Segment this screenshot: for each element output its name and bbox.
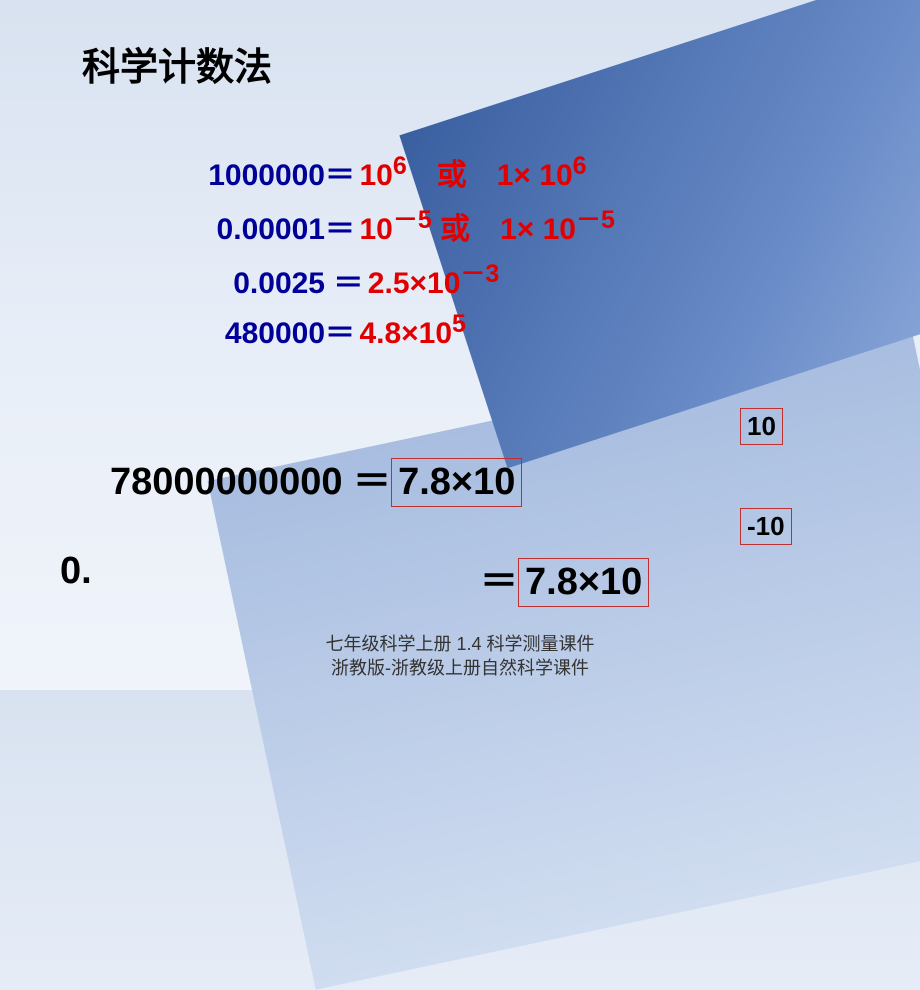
equals-sign: ＝ — [325, 267, 363, 300]
examples-block: 1000000＝ 106 或 1× 106 0.00001＝ 10－5 或 1×… — [150, 150, 615, 358]
example-rhs: 106 或 1× 106 — [359, 159, 586, 192]
equals-sign: ＝ — [480, 561, 518, 603]
equals-sign: ＝ — [325, 213, 355, 246]
equals-sign: ＝ — [325, 317, 355, 350]
big-equation-1: 78000000000 ＝7.8×10 — [110, 450, 522, 507]
example-row: 1000000＝ 106 或 1× 106 — [150, 150, 615, 194]
example-rhs: 10－5 或 1× 10－5 — [359, 213, 614, 246]
footer-line-2: 浙教版-浙教级上册自然科学课件 — [0, 657, 920, 680]
big-lhs: 78000000000 — [110, 461, 342, 503]
slide-content: 科学计数法 1000000＝ 106 或 1× 106 0.00001＝ 10－… — [0, 0, 920, 690]
big-equation-2: ＝7.8×10 — [480, 550, 649, 607]
equals-sign: ＝ — [325, 159, 355, 192]
exponent-box-2: -10 — [740, 508, 792, 545]
slide-footer: 七年级科学上册 1.4 科学测量课件 浙教版-浙教级上册自然科学课件 — [0, 633, 920, 680]
example-row: 0.0025 ＝ 2.5×10－3 — [150, 254, 615, 302]
example-lhs: 480000 — [150, 317, 325, 351]
example-lhs: 1000000 — [150, 159, 325, 193]
boxed-result: 7.8×10 — [391, 458, 522, 507]
example-lhs: 0.0025 — [150, 267, 325, 301]
big-lhs-2: 0. — [60, 550, 92, 593]
example-rhs: 4.8×105 — [359, 317, 466, 350]
boxed-result: 7.8×10 — [518, 558, 649, 607]
example-rhs: 2.5×10－3 — [368, 267, 500, 300]
exponent-box-1: 10 — [740, 408, 783, 445]
slide-title: 科学计数法 — [82, 36, 272, 91]
example-lhs: 0.00001 — [150, 213, 325, 247]
equals-sign: ＝ — [353, 461, 391, 503]
example-row: 0.00001＝ 10－5 或 1× 10－5 — [150, 200, 615, 248]
footer-line-1: 七年级科学上册 1.4 科学测量课件 — [0, 633, 920, 656]
example-row: 480000＝ 4.8×105 — [150, 308, 615, 352]
